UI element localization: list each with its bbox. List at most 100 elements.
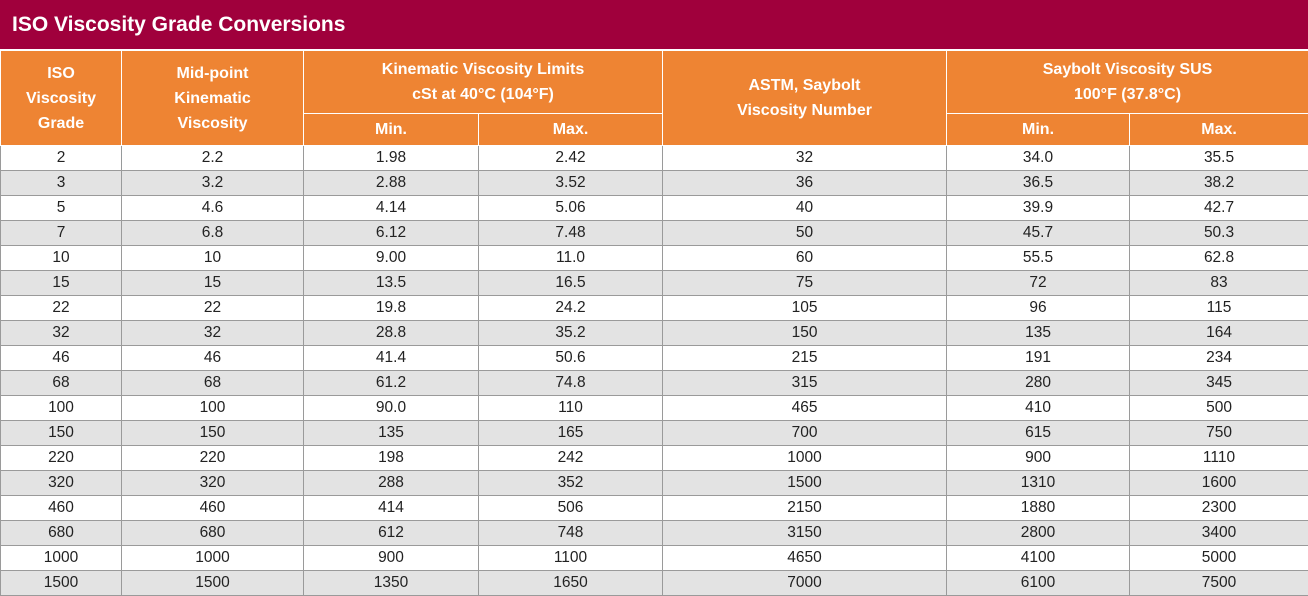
cell-astm-number: 40 [662, 195, 948, 221]
cell-saybolt-max: 38.2 [1129, 170, 1308, 196]
cell-astm-number: 7000 [662, 570, 948, 596]
cell-kinematic-min: 4.14 [303, 195, 479, 221]
cell-astm-number: 105 [662, 295, 948, 321]
cell-kinematic-min: 198 [303, 445, 479, 471]
table-row: 68 68 61.2 74.8 315 280 345 [0, 370, 1308, 396]
table-row: 2 2.2 1.98 2.42 32 34.0 35.5 [0, 145, 1308, 171]
cell-saybolt-max: 35.5 [1129, 145, 1308, 171]
cell-kinematic-max: 24.2 [477, 295, 664, 321]
cell-astm-number: 75 [662, 270, 948, 296]
cell-kinematic-max: 1650 [477, 570, 664, 596]
cell-midpoint: 320 [121, 470, 304, 496]
cell-saybolt-max: 3400 [1129, 520, 1308, 546]
cell-kinematic-min: 9.00 [303, 245, 479, 271]
cell-saybolt-max: 345 [1129, 370, 1308, 396]
cell-iso-grade: 3 [0, 170, 122, 196]
header-iso-grade: ISO Viscosity Grade [0, 50, 122, 146]
cell-astm-number: 4650 [662, 545, 948, 571]
cell-astm-number: 50 [662, 220, 948, 246]
cell-kinematic-max: 506 [477, 495, 664, 521]
cell-iso-grade: 2 [0, 145, 122, 171]
cell-saybolt-max: 5000 [1129, 545, 1308, 571]
cell-saybolt-min: 410 [946, 395, 1131, 421]
cell-kinematic-max: 74.8 [477, 370, 664, 396]
table-row: 7 6.8 6.12 7.48 50 45.7 50.3 [0, 220, 1308, 246]
header-saybolt-sus: Saybolt Viscosity SUS 100°F (37.8°C) [946, 50, 1308, 114]
cell-iso-grade: 68 [0, 370, 122, 396]
cell-midpoint: 680 [121, 520, 304, 546]
cell-iso-grade: 32 [0, 320, 122, 346]
cell-saybolt-max: 500 [1129, 395, 1308, 421]
cell-kinematic-max: 748 [477, 520, 664, 546]
cell-saybolt-min: 96 [946, 295, 1131, 321]
cell-midpoint: 22 [121, 295, 304, 321]
cell-saybolt-max: 62.8 [1129, 245, 1308, 271]
cell-saybolt-min: 2800 [946, 520, 1131, 546]
table-row: 460 460 414 506 2150 1880 2300 [0, 495, 1308, 521]
cell-kinematic-min: 1.98 [303, 145, 479, 171]
table-row: 1000 1000 900 1100 4650 4100 5000 [0, 545, 1308, 571]
header-midpoint: Mid-point Kinematic Viscosity [121, 50, 304, 146]
cell-iso-grade: 680 [0, 520, 122, 546]
cell-astm-number: 32 [662, 145, 948, 171]
cell-iso-grade: 100 [0, 395, 122, 421]
header-saybolt-max: Max. [1129, 113, 1308, 146]
cell-astm-number: 1500 [662, 470, 948, 496]
cell-saybolt-min: 72 [946, 270, 1131, 296]
cell-astm-number: 1000 [662, 445, 948, 471]
cell-midpoint: 6.8 [121, 220, 304, 246]
viscosity-table: ISO Viscosity Grade Mid-point Kinematic … [0, 50, 1308, 596]
cell-saybolt-min: 900 [946, 445, 1131, 471]
table-row: 5 4.6 4.14 5.06 40 39.9 42.7 [0, 195, 1308, 221]
cell-midpoint: 460 [121, 495, 304, 521]
cell-midpoint: 150 [121, 420, 304, 446]
cell-iso-grade: 150 [0, 420, 122, 446]
table-body: 2 2.2 1.98 2.42 32 34.0 35.5 3 3.2 2.88 3.52 36 36.5… [0, 145, 1308, 596]
header-kinematic-max: Max. [477, 113, 664, 146]
cell-midpoint: 2.2 [121, 145, 304, 171]
cell-kinematic-max: 35.2 [477, 320, 664, 346]
cell-kinematic-min: 900 [303, 545, 479, 571]
cell-kinematic-max: 110 [477, 395, 664, 421]
cell-saybolt-min: 4100 [946, 545, 1131, 571]
cell-astm-number: 60 [662, 245, 948, 271]
cell-astm-number: 700 [662, 420, 948, 446]
cell-astm-number: 36 [662, 170, 948, 196]
cell-saybolt-max: 164 [1129, 320, 1308, 346]
cell-astm-number: 465 [662, 395, 948, 421]
cell-saybolt-min: 39.9 [946, 195, 1131, 221]
header-saybolt-min: Min. [946, 113, 1131, 146]
cell-midpoint: 68 [121, 370, 304, 396]
cell-kinematic-max: 11.0 [477, 245, 664, 271]
cell-kinematic-min: 19.8 [303, 295, 479, 321]
cell-saybolt-min: 191 [946, 345, 1131, 371]
cell-kinematic-min: 61.2 [303, 370, 479, 396]
cell-iso-grade: 22 [0, 295, 122, 321]
page-title: ISO Viscosity Grade Conversions [12, 12, 346, 36]
cell-kinematic-max: 16.5 [477, 270, 664, 296]
cell-kinematic-max: 3.52 [477, 170, 664, 196]
cell-midpoint: 1000 [121, 545, 304, 571]
cell-midpoint: 32 [121, 320, 304, 346]
cell-kinematic-min: 2.88 [303, 170, 479, 196]
cell-saybolt-max: 234 [1129, 345, 1308, 371]
cell-saybolt-max: 115 [1129, 295, 1308, 321]
cell-kinematic-min: 288 [303, 470, 479, 496]
header-kinematic-limits: Kinematic Viscosity Limits cSt at 40°C (… [302, 50, 664, 114]
cell-saybolt-max: 1110 [1129, 445, 1308, 471]
cell-kinematic-max: 50.6 [477, 345, 664, 371]
cell-saybolt-min: 1880 [946, 495, 1131, 521]
cell-kinematic-min: 13.5 [303, 270, 479, 296]
cell-midpoint: 1500 [121, 570, 304, 596]
cell-kinematic-min: 90.0 [303, 395, 479, 421]
cell-midpoint: 10 [121, 245, 304, 271]
cell-kinematic-max: 165 [477, 420, 664, 446]
cell-saybolt-max: 83 [1129, 270, 1308, 296]
table-row: 15 15 13.5 16.5 75 72 83 [0, 270, 1308, 296]
cell-kinematic-min: 612 [303, 520, 479, 546]
cell-kinematic-min: 414 [303, 495, 479, 521]
table-row: 32 32 28.8 35.2 150 135 164 [0, 320, 1308, 346]
cell-saybolt-max: 50.3 [1129, 220, 1308, 246]
cell-iso-grade: 460 [0, 495, 122, 521]
cell-saybolt-min: 1310 [946, 470, 1131, 496]
